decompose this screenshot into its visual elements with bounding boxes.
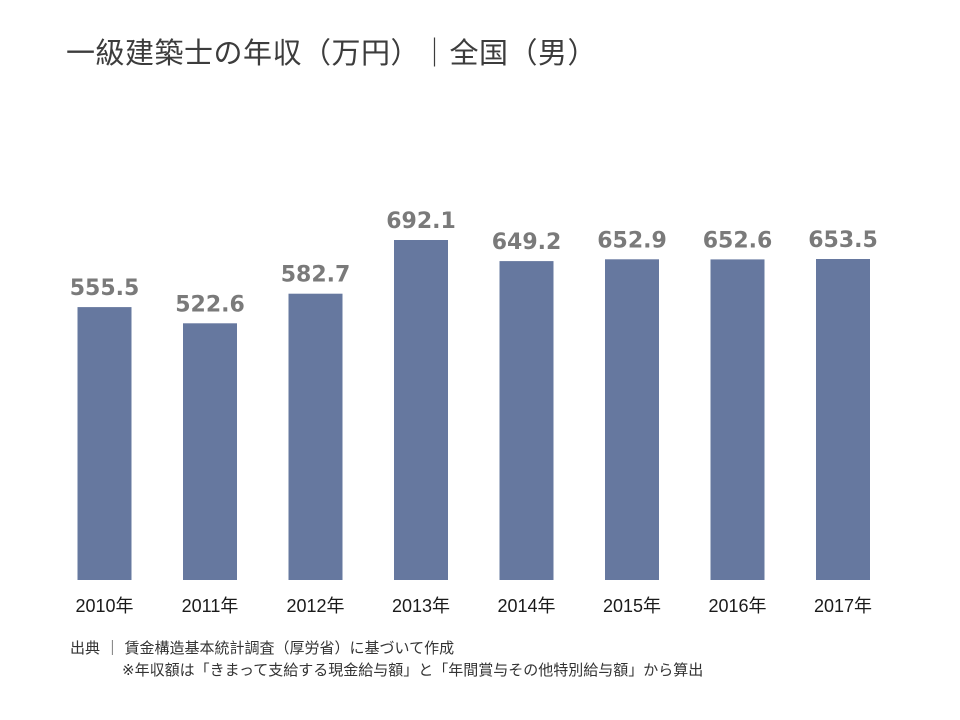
bar-2014年 [499, 261, 554, 580]
value-label: 582.7 [281, 263, 351, 288]
chart-title: 一級建築士の年収（万円）｜全国（男） [66, 36, 598, 70]
value-label: 652.9 [597, 228, 667, 253]
calculation-note: ※年収額は「きまって支給する現金給与額」と「年間賞与その他特別給与額」から算出 [122, 661, 704, 679]
category-label: 2013年 [392, 596, 450, 616]
bar-2010年 [77, 307, 132, 580]
bar-2016年 [710, 259, 765, 580]
category-label: 2012年 [286, 596, 344, 616]
value-label: 555.5 [70, 276, 140, 301]
bar-2011年 [183, 323, 237, 580]
bar-2012年 [288, 293, 343, 580]
value-label: 649.2 [492, 230, 562, 255]
value-label: 653.5 [808, 228, 878, 253]
category-label: 2017年 [814, 596, 872, 616]
category-label: 2010年 [75, 596, 133, 616]
value-label: 522.6 [175, 292, 245, 317]
bar-2017年 [816, 259, 870, 580]
source-note: 出典 ｜ 賃金構造基本統計調査（厚労省）に基づいて作成 [70, 639, 455, 657]
category-label: 2016年 [708, 596, 766, 616]
value-label: 652.6 [703, 228, 773, 253]
category-label: 2011年 [182, 596, 239, 616]
category-label: 2015年 [603, 596, 661, 616]
bar-2015年 [605, 259, 659, 580]
category-label: 2014年 [497, 596, 555, 616]
bar-2013年 [394, 240, 448, 580]
value-label: 692.1 [386, 209, 456, 234]
